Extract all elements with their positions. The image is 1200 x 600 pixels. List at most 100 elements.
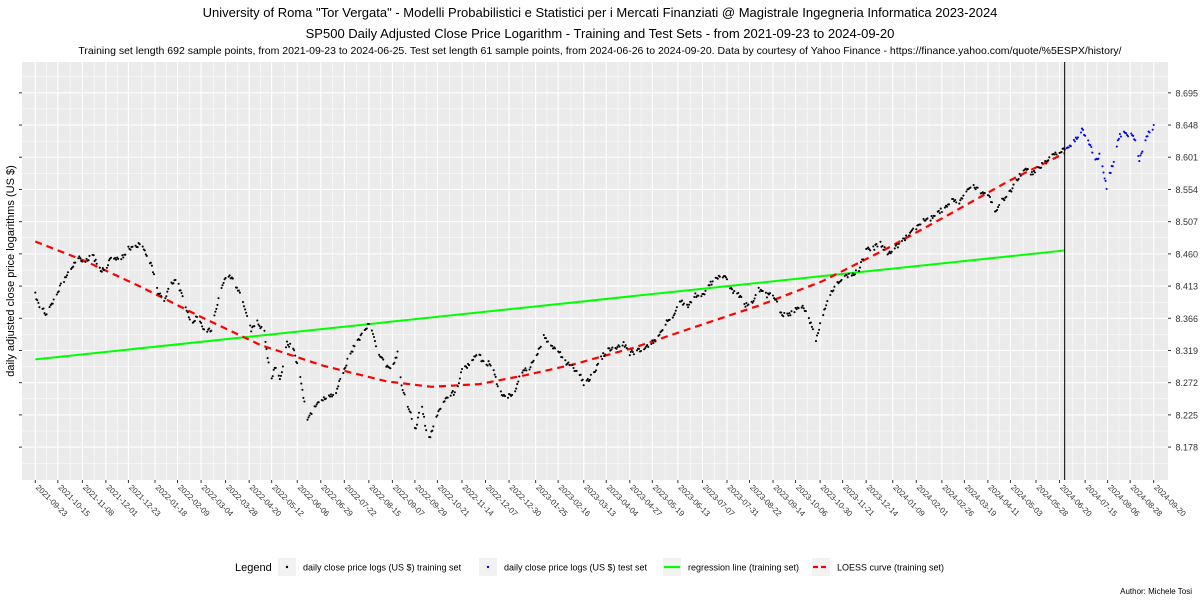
- training-point: [144, 253, 147, 256]
- training-point: [1031, 173, 1034, 176]
- training-point: [122, 256, 125, 259]
- training-point: [403, 393, 406, 396]
- training-point: [850, 274, 853, 277]
- training-point: [222, 281, 225, 285]
- training-point: [788, 312, 791, 315]
- training-point: [575, 369, 578, 372]
- training-point: [52, 298, 55, 301]
- training-point: [711, 280, 714, 283]
- training-point: [833, 285, 836, 288]
- training-point: [245, 311, 248, 314]
- training-point: [686, 303, 689, 306]
- training-point: [536, 352, 539, 355]
- regression-line: [35, 249, 1065, 361]
- training-point: [436, 414, 439, 417]
- training-point: [409, 411, 412, 414]
- y-tick-label: 8.648: [1175, 121, 1198, 131]
- training-point: [460, 367, 464, 371]
- test-point: [1072, 138, 1075, 141]
- training-point: [550, 344, 554, 347]
- training-point: [336, 387, 339, 390]
- training-point: [523, 369, 526, 372]
- training-point: [900, 239, 904, 243]
- training-point: [895, 243, 898, 246]
- training-point: [184, 306, 187, 309]
- training-point: [374, 345, 378, 348]
- training-point: [737, 291, 740, 294]
- test-point: [1137, 154, 1140, 158]
- training-point: [345, 364, 348, 367]
- training-point: [303, 400, 306, 403]
- training-point: [802, 307, 805, 310]
- x-axis: 2021-09-232021-10-152021-11-082021-12-01…: [34, 480, 1188, 519]
- training-point: [506, 396, 510, 399]
- training-point: [1016, 179, 1019, 182]
- training-point: [775, 298, 778, 301]
- training-point: [568, 363, 571, 367]
- training-point: [482, 360, 485, 363]
- training-point: [782, 315, 785, 318]
- training-point: [48, 306, 51, 309]
- training-point: [674, 309, 677, 312]
- training-point: [77, 257, 80, 260]
- training-point: [579, 373, 582, 376]
- training-point: [466, 366, 469, 369]
- training-point: [671, 316, 674, 319]
- training-point: [645, 345, 648, 348]
- training-point: [296, 362, 299, 365]
- training-point: [437, 410, 440, 413]
- training-point: [704, 289, 707, 292]
- training-point: [351, 350, 354, 353]
- training-point: [795, 308, 798, 311]
- training-point: [258, 324, 261, 327]
- test-point: [1102, 171, 1105, 174]
- training-point: [432, 425, 435, 428]
- training-point: [883, 246, 886, 249]
- training-point: [887, 252, 890, 255]
- training-point: [758, 290, 761, 293]
- training-point: [818, 328, 821, 331]
- training-point: [690, 301, 693, 304]
- training-point: [143, 249, 146, 252]
- training-point: [302, 396, 305, 399]
- training-point: [235, 286, 238, 289]
- training-point: [610, 348, 613, 351]
- training-point: [1018, 172, 1021, 175]
- training-point: [747, 303, 750, 306]
- training-point: [811, 328, 814, 331]
- training-point: [644, 347, 647, 350]
- training-point: [997, 206, 1000, 209]
- training-point: [214, 310, 217, 313]
- training-point: [840, 278, 843, 281]
- training-point: [623, 345, 626, 348]
- training-point: [725, 278, 729, 281]
- training-point: [976, 186, 979, 189]
- training-point: [65, 274, 69, 277]
- test-point: [1098, 152, 1101, 155]
- training-point: [1017, 177, 1020, 181]
- training-point: [955, 201, 958, 204]
- training-point: [890, 250, 893, 253]
- training-point: [317, 401, 320, 404]
- training-point: [933, 214, 936, 217]
- test-point: [1076, 136, 1080, 139]
- training-point: [163, 299, 166, 303]
- training-point: [872, 245, 875, 248]
- training-point: [358, 338, 361, 342]
- training-point: [263, 329, 266, 332]
- training-point: [789, 314, 792, 317]
- training-point: [74, 261, 77, 264]
- training-point: [166, 290, 169, 293]
- training-point: [894, 244, 897, 247]
- training-point: [753, 297, 756, 300]
- training-point: [826, 300, 829, 303]
- training-point: [529, 366, 532, 369]
- training-point: [680, 299, 684, 302]
- training-point: [393, 361, 396, 364]
- training-point: [611, 346, 614, 349]
- training-point: [939, 207, 942, 210]
- training-point: [825, 304, 828, 307]
- training-point: [732, 291, 735, 295]
- test-point: [1117, 137, 1120, 140]
